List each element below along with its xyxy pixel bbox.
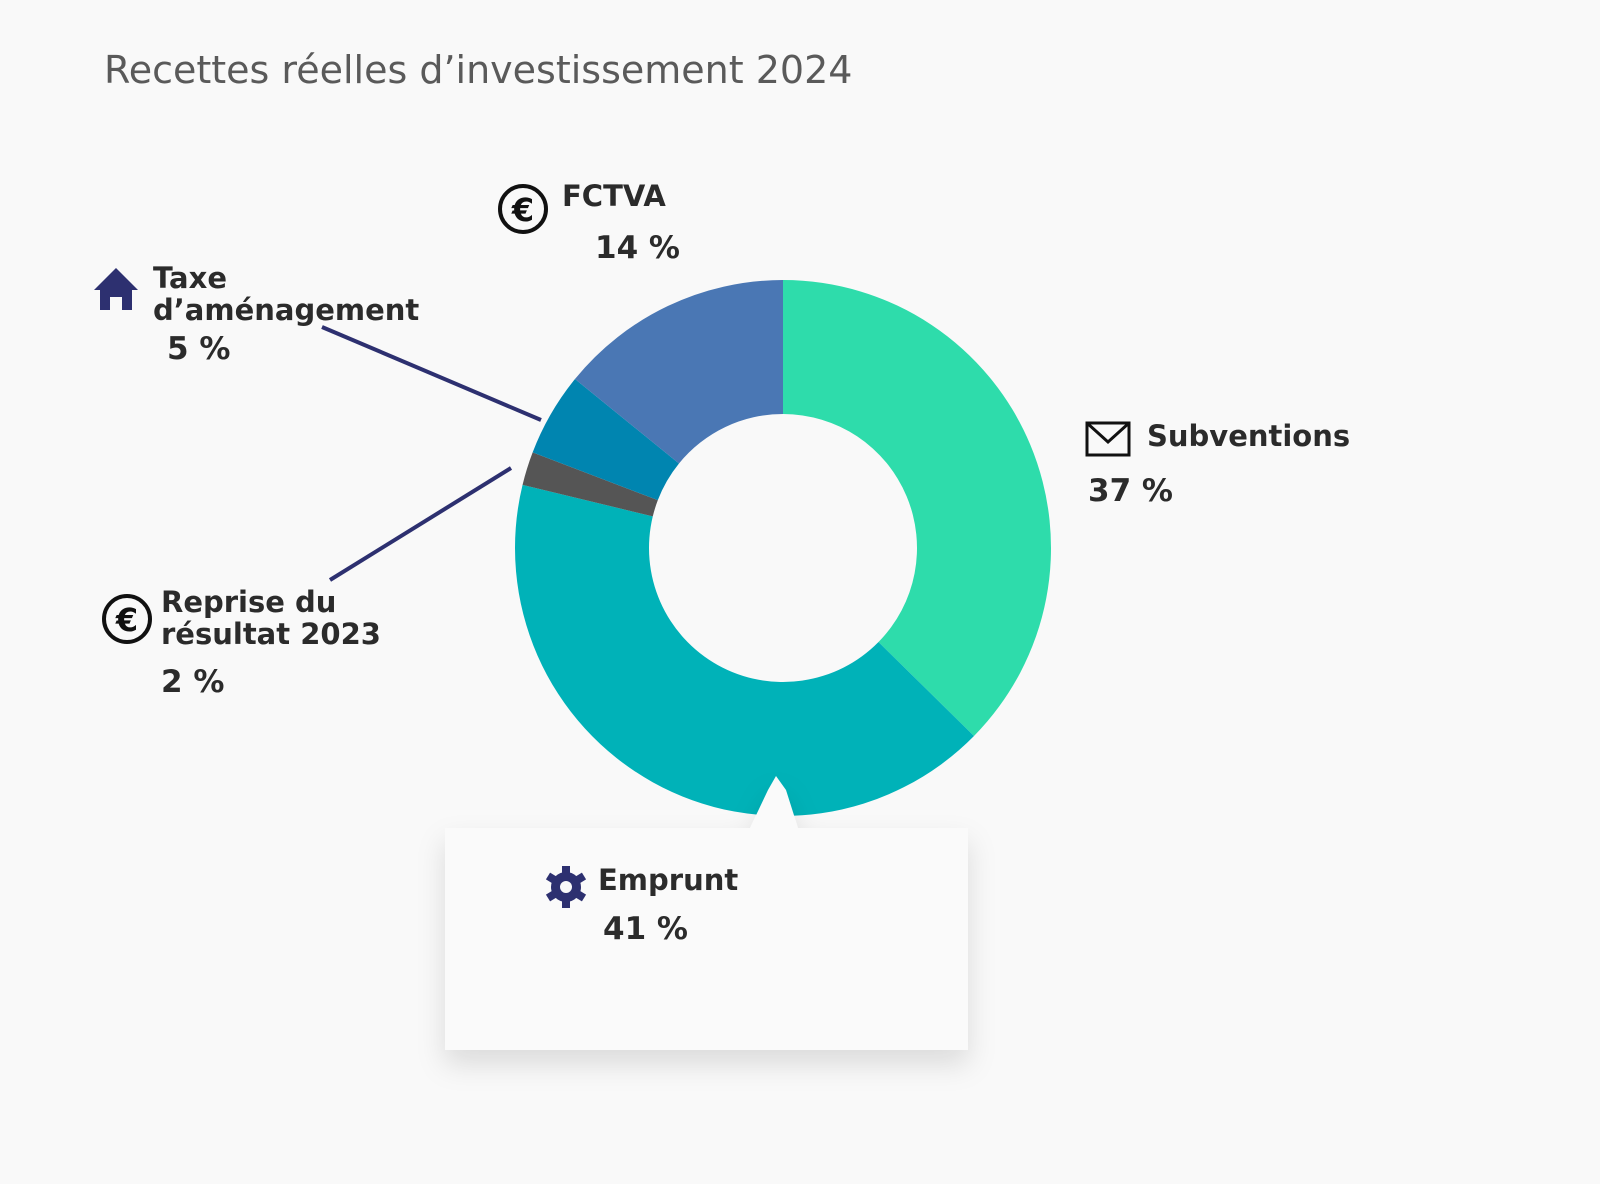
donut-slice[interactable] (515, 484, 975, 816)
envelope-icon (1085, 421, 1131, 457)
slice-label: Reprise du résultat 2023 (161, 585, 381, 651)
gear-icon (545, 866, 587, 908)
leader-line (321, 325, 542, 422)
chart-title: Recettes réelles d’investissement 2024 (104, 48, 853, 92)
donut (515, 280, 1051, 816)
euro-icon: € (102, 594, 152, 644)
slice-label: Emprunt (598, 863, 739, 897)
euro-icon: € (498, 184, 548, 234)
value-label: 2 % (161, 664, 225, 700)
slice-label: FCTVA (562, 179, 666, 213)
value-label: 14 % (595, 230, 680, 266)
value-label: 37 % (1088, 473, 1173, 509)
donut-slice[interactable] (532, 379, 679, 501)
tooltip-card (445, 776, 968, 1050)
donut-slice[interactable] (574, 280, 783, 464)
slice-label: Subventions (1147, 419, 1351, 453)
value-label: 5 % (167, 331, 231, 367)
svg-text:€: € (115, 601, 138, 639)
leader-line (328, 466, 513, 582)
value-label: 41 % (603, 911, 688, 947)
donut-slice[interactable] (783, 280, 1051, 736)
house-icon (94, 268, 138, 310)
svg-text:€: € (511, 191, 534, 229)
slice-label: Taxe d’aménagement (153, 261, 420, 327)
donut-slice[interactable] (522, 452, 658, 517)
